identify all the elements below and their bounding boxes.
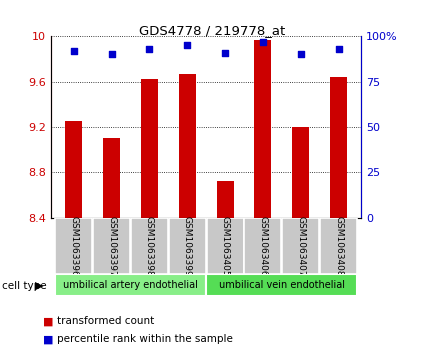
Point — [184, 42, 190, 48]
Bar — [93, 218, 130, 274]
Bar — [141, 79, 158, 218]
Text: ▶: ▶ — [35, 281, 43, 291]
Point — [146, 46, 153, 52]
Bar — [169, 218, 206, 274]
Bar — [55, 274, 206, 296]
Bar — [207, 218, 244, 274]
Bar — [330, 77, 347, 218]
Text: GSM1063406: GSM1063406 — [258, 216, 267, 276]
Text: GSM1063397: GSM1063397 — [107, 216, 116, 276]
Bar — [178, 74, 196, 218]
Text: percentile rank within the sample: percentile rank within the sample — [57, 334, 233, 344]
Bar — [282, 218, 319, 274]
Text: GSM1063405: GSM1063405 — [221, 216, 230, 276]
Text: ■: ■ — [42, 334, 53, 344]
Bar — [206, 274, 357, 296]
Text: GSM1063407: GSM1063407 — [296, 216, 305, 276]
Bar — [244, 218, 281, 274]
Bar — [292, 127, 309, 218]
Point — [108, 52, 115, 57]
Text: GDS4778 / 219778_at: GDS4778 / 219778_at — [139, 24, 286, 37]
Bar — [255, 40, 272, 218]
Bar — [131, 218, 168, 274]
Text: transformed count: transformed count — [57, 316, 155, 326]
Bar — [216, 182, 234, 218]
Bar — [103, 138, 120, 218]
Point — [260, 39, 266, 45]
Text: ■: ■ — [42, 316, 53, 326]
Text: GSM1063398: GSM1063398 — [145, 216, 154, 276]
Bar — [65, 121, 82, 218]
Point — [222, 50, 229, 56]
Point — [298, 52, 304, 57]
Text: umbilical artery endothelial: umbilical artery endothelial — [63, 280, 198, 290]
Bar — [320, 218, 357, 274]
Point — [70, 48, 77, 54]
Text: cell type: cell type — [2, 281, 47, 291]
Text: GSM1063399: GSM1063399 — [183, 216, 192, 276]
Bar — [55, 218, 92, 274]
Point — [335, 46, 342, 52]
Text: GSM1063396: GSM1063396 — [69, 216, 78, 276]
Text: GSM1063408: GSM1063408 — [334, 216, 343, 276]
Text: umbilical vein endothelial: umbilical vein endothelial — [219, 280, 345, 290]
